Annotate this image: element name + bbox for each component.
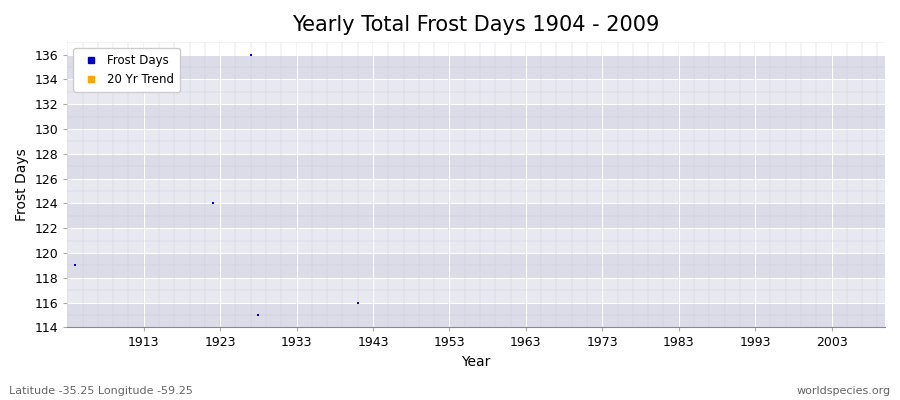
Bar [68, 303, 885, 328]
Point [68, 262, 82, 268]
Point [350, 300, 365, 306]
Bar [68, 154, 885, 178]
Point [251, 312, 266, 318]
X-axis label: Year: Year [462, 355, 490, 369]
Bar [68, 104, 885, 129]
Bar [68, 203, 885, 228]
Bar [68, 278, 885, 303]
Legend: Frost Days, 20 Yr Trend: Frost Days, 20 Yr Trend [73, 48, 180, 92]
Title: Yearly Total Frost Days 1904 - 2009: Yearly Total Frost Days 1904 - 2009 [292, 15, 660, 35]
Y-axis label: Frost Days: Frost Days [15, 148, 29, 221]
Text: worldspecies.org: worldspecies.org [796, 386, 891, 396]
Bar [68, 54, 885, 79]
Bar [68, 79, 885, 104]
Bar [68, 228, 885, 253]
Point [244, 51, 258, 58]
Bar [68, 129, 885, 154]
Bar [68, 178, 885, 203]
Point [205, 200, 220, 206]
Text: Latitude -35.25 Longitude -59.25: Latitude -35.25 Longitude -59.25 [9, 386, 193, 396]
Bar [68, 253, 885, 278]
